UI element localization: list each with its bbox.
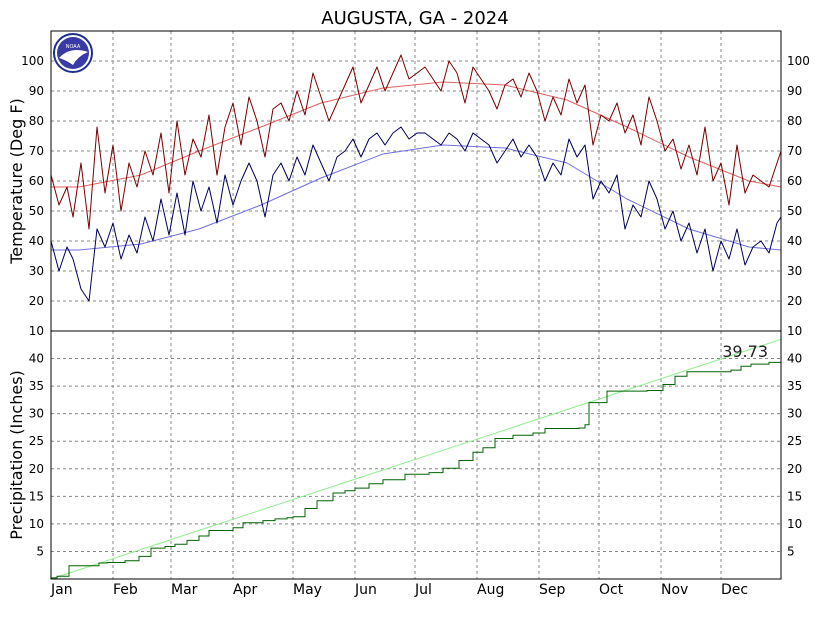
precip-tick-left-10: 10 <box>29 517 44 531</box>
precip-tick-right-30: 30 <box>787 407 802 421</box>
temp-tick-left-100: 100 <box>21 54 44 68</box>
temp-tick-left-40: 40 <box>29 234 44 248</box>
observed-high-line <box>50 54 782 230</box>
month-label-jun: Jun <box>354 582 377 598</box>
month-label-oct: Oct <box>599 582 624 598</box>
precip-tick-left-40: 40 <box>29 352 44 366</box>
temp-tick-left-70: 70 <box>29 144 44 158</box>
month-label-sep: Sep <box>539 582 566 598</box>
normal-high-line <box>51 81 782 188</box>
precipitation-axis-label: Precipitation (Inches) <box>7 370 26 540</box>
month-label-nov: Nov <box>661 582 688 598</box>
precip-tick-left-20: 20 <box>29 462 44 476</box>
temp-tick-left-90: 90 <box>29 84 44 98</box>
temperature-axis-label: Temperature (Deg F) <box>7 98 26 265</box>
frame-layer <box>50 30 782 580</box>
observed-low-line <box>50 126 782 302</box>
grid-layer <box>51 31 781 579</box>
normal-precip-line <box>50 338 782 580</box>
precipitation-total-label: 39.73 <box>722 342 768 361</box>
observed-precip-line <box>51 360 782 579</box>
temp-tick-right-10: 10 <box>787 324 802 338</box>
precip-tick-left-5: 5 <box>36 544 44 558</box>
month-label-jul: Jul <box>414 582 432 598</box>
temp-tick-right-90: 90 <box>787 84 802 98</box>
temp-tick-left-30: 30 <box>29 264 44 278</box>
temp-tick-right-100: 100 <box>787 54 810 68</box>
temp-tick-right-50: 50 <box>787 204 802 218</box>
noaa-logo: NOAA <box>53 33 93 73</box>
temp-tick-right-30: 30 <box>787 264 802 278</box>
temp-tick-left-20: 20 <box>29 294 44 308</box>
precip-tick-right-10: 10 <box>787 517 802 531</box>
month-label-apr: Apr <box>233 582 257 598</box>
normal-low-line <box>51 144 782 251</box>
month-label-feb: Feb <box>113 582 138 598</box>
month-label-may: May <box>293 582 322 598</box>
temp-tick-right-80: 80 <box>787 114 802 128</box>
precip-tick-right-35: 35 <box>787 379 802 393</box>
precip-tick-right-40: 40 <box>787 352 802 366</box>
chart-title: AUGUSTA, GA - 2024 <box>321 8 508 29</box>
temp-tick-right-70: 70 <box>787 144 802 158</box>
precip-tick-left-15: 15 <box>29 489 44 503</box>
temp-tick-left-50: 50 <box>29 204 44 218</box>
precip-tick-left-30: 30 <box>29 407 44 421</box>
month-label-dec: Dec <box>721 582 748 598</box>
series-layer <box>50 54 782 580</box>
axis-layer: 10 10 20 20 30 30 40 40 50 50 60 60 70 70 80 80 90 90 100 1… <box>21 54 810 598</box>
precip-tick-left-25: 25 <box>29 434 44 448</box>
noaa-logo-bird-icon <box>59 50 88 65</box>
noaa-logo-text: NOAA <box>66 44 81 50</box>
temp-tick-right-40: 40 <box>787 234 802 248</box>
month-label-aug: Aug <box>477 582 504 598</box>
precip-tick-right-20: 20 <box>787 462 802 476</box>
month-label-mar: Mar <box>171 582 198 598</box>
precip-tick-right-15: 15 <box>787 489 802 503</box>
precip-tick-right-5: 5 <box>787 544 795 558</box>
precip-tick-left-35: 35 <box>29 379 44 393</box>
month-label-jan: Jan <box>50 582 73 598</box>
temp-tick-left-80: 80 <box>29 114 44 128</box>
precip-tick-right-25: 25 <box>787 434 802 448</box>
temp-tick-right-20: 20 <box>787 294 802 308</box>
plot-frame <box>50 30 782 580</box>
temp-tick-left-10: 10 <box>29 324 44 338</box>
temp-tick-left-60: 60 <box>29 174 44 188</box>
temp-tick-right-60: 60 <box>787 174 802 188</box>
